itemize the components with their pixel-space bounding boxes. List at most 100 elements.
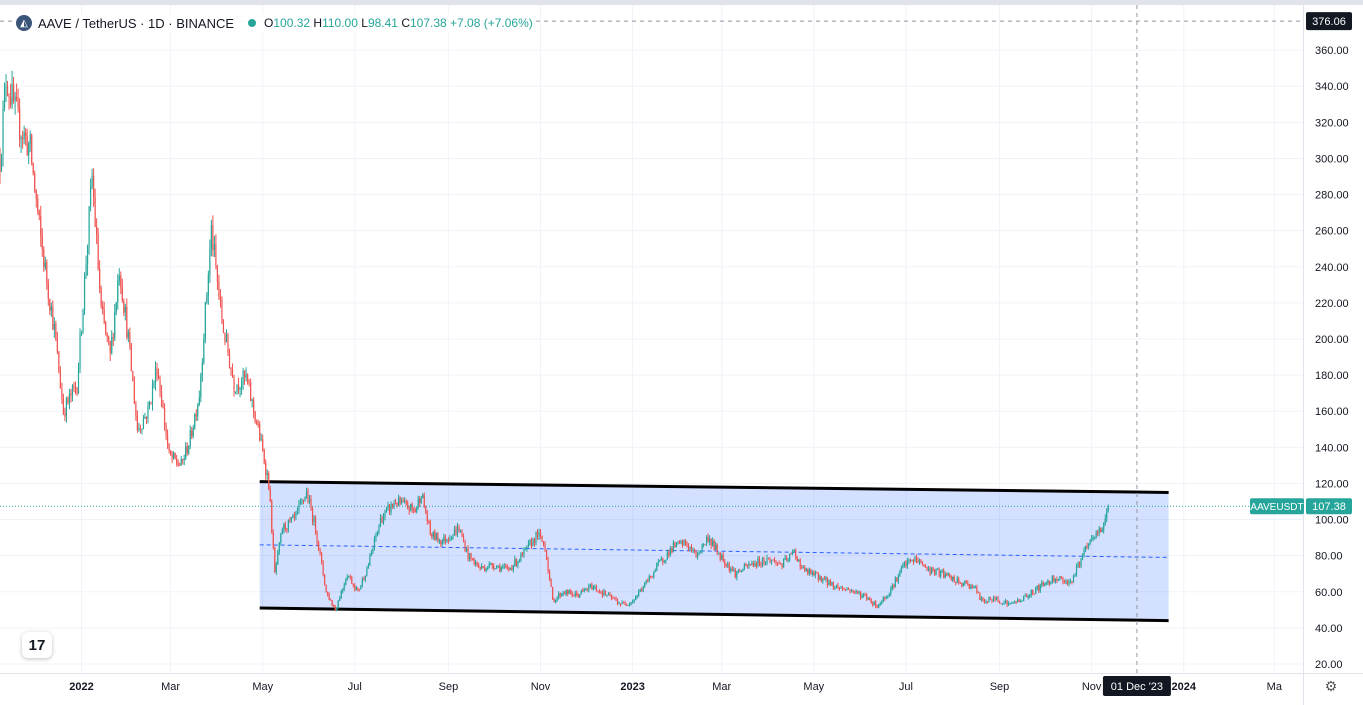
candle-body: [357, 587, 359, 590]
candle-body: [348, 576, 350, 578]
candle-body: [99, 269, 101, 289]
candle-body: [790, 553, 792, 555]
candle-body: [600, 592, 602, 594]
symbol-title[interactable]: AAVE / TetherUS · 1D · BINANCE: [38, 15, 235, 31]
candle-body: [319, 549, 321, 554]
candle-body: [786, 557, 788, 561]
candle-body: [983, 599, 986, 603]
candle-body: [111, 337, 113, 354]
candle-body: [986, 601, 989, 603]
candle-body: [289, 519, 291, 521]
candle-body: [565, 590, 567, 595]
candle-body: [956, 578, 958, 583]
candle-body: [654, 569, 656, 572]
regression-channel[interactable]: [259, 480, 1169, 623]
candle-body: [576, 592, 578, 596]
price-axis[interactable]: 20.00 40.00 60.00 80.00 100.00 120.00 140.00 16…: [1315, 45, 1349, 671]
candle-body: [1030, 589, 1032, 596]
candle-body: [1017, 599, 1019, 603]
candle-body: [20, 137, 22, 140]
candle-body: [612, 598, 614, 600]
ohlc-values: O100.32 H110.00 L98.41 C107.38 +7.08 (+7…: [264, 16, 533, 30]
candle-body: [487, 567, 489, 570]
channel-upper-line: [259, 480, 1169, 494]
candle-body: [459, 530, 462, 532]
low-label: L: [361, 16, 368, 30]
candle-body: [690, 546, 693, 551]
candle-body: [159, 379, 161, 392]
candle-body: [911, 560, 913, 562]
candle-body: [952, 576, 954, 580]
time-tick-label: Sep: [990, 681, 1010, 693]
candle-body: [26, 135, 28, 156]
candle-body: [955, 581, 957, 583]
candle-body: [689, 546, 691, 549]
candle-body: [878, 604, 880, 608]
candle-body: [779, 563, 782, 565]
candle-body: [971, 585, 973, 589]
candle-body: [532, 539, 534, 547]
candle-body: [96, 226, 98, 235]
candle-body: [533, 539, 536, 544]
candle-body: [141, 428, 143, 430]
candle-body: [906, 560, 909, 566]
candle-body: [93, 175, 95, 198]
candle-body: [597, 590, 599, 592]
candle-body: [850, 590, 853, 592]
candle-body: [200, 375, 202, 398]
candle-body: [991, 599, 993, 601]
candle-body: [639, 589, 641, 592]
candle-body: [763, 558, 765, 563]
candle-body: [1048, 581, 1050, 584]
candle-body: [470, 553, 472, 559]
candle-body: [243, 371, 246, 378]
symbol-legend[interactable]: ◭ AAVE / TetherUS · 1D · BINANCE O100.32…: [16, 14, 533, 32]
candle-body: [322, 561, 324, 575]
candle-body: [124, 306, 126, 313]
price-tick-label: 80.00: [1315, 551, 1343, 563]
tradingview-logo-icon[interactable]: 17: [22, 632, 52, 658]
candle-body: [247, 374, 249, 383]
time-tick-label: Sep: [439, 681, 459, 693]
candle-body: [361, 578, 363, 586]
candle-body: [206, 294, 208, 303]
candle-body: [535, 531, 537, 544]
last-price-badge: [1306, 498, 1352, 515]
candle-body: [106, 333, 108, 337]
candle-body: [739, 570, 741, 572]
candle-body: [1026, 595, 1028, 598]
candle-body: [40, 215, 42, 236]
candle-body: [915, 557, 918, 561]
candle-body: [213, 244, 215, 251]
candle-body: [598, 591, 601, 593]
candle-body: [391, 503, 394, 507]
candle-body: [275, 564, 277, 572]
time-axis[interactable]: 2022 Mar May Jul Sep Nov 2023 Mar May Jul Sep Nov 20…: [69, 681, 1283, 693]
candle-body: [1003, 602, 1005, 604]
candle-body: [102, 306, 104, 310]
time-tick-label: Ma: [1267, 681, 1283, 693]
candle-body: [603, 590, 605, 596]
candle-body: [37, 198, 39, 212]
candle-body: [748, 564, 750, 567]
candle-body: [1091, 537, 1093, 540]
time-tick-label: Nov: [1082, 681, 1102, 693]
candle-body: [674, 542, 676, 548]
candle-body: [775, 560, 777, 563]
candle-body: [734, 569, 736, 578]
candle-body: [182, 459, 184, 461]
candle-body: [16, 96, 18, 101]
candle-body: [1053, 576, 1055, 582]
candle-body: [562, 592, 564, 595]
price-tick-label: 320.00: [1315, 117, 1349, 129]
candle-body: [776, 562, 779, 564]
candle-body: [929, 568, 931, 574]
candle-body: [268, 473, 270, 489]
candle-body: [538, 532, 540, 537]
candle-body: [541, 535, 543, 542]
candle-body: [59, 372, 61, 389]
candle-body: [921, 562, 924, 565]
candle-body: [701, 544, 703, 551]
chart-settings-icon[interactable]: ⚙: [1324, 677, 1338, 694]
